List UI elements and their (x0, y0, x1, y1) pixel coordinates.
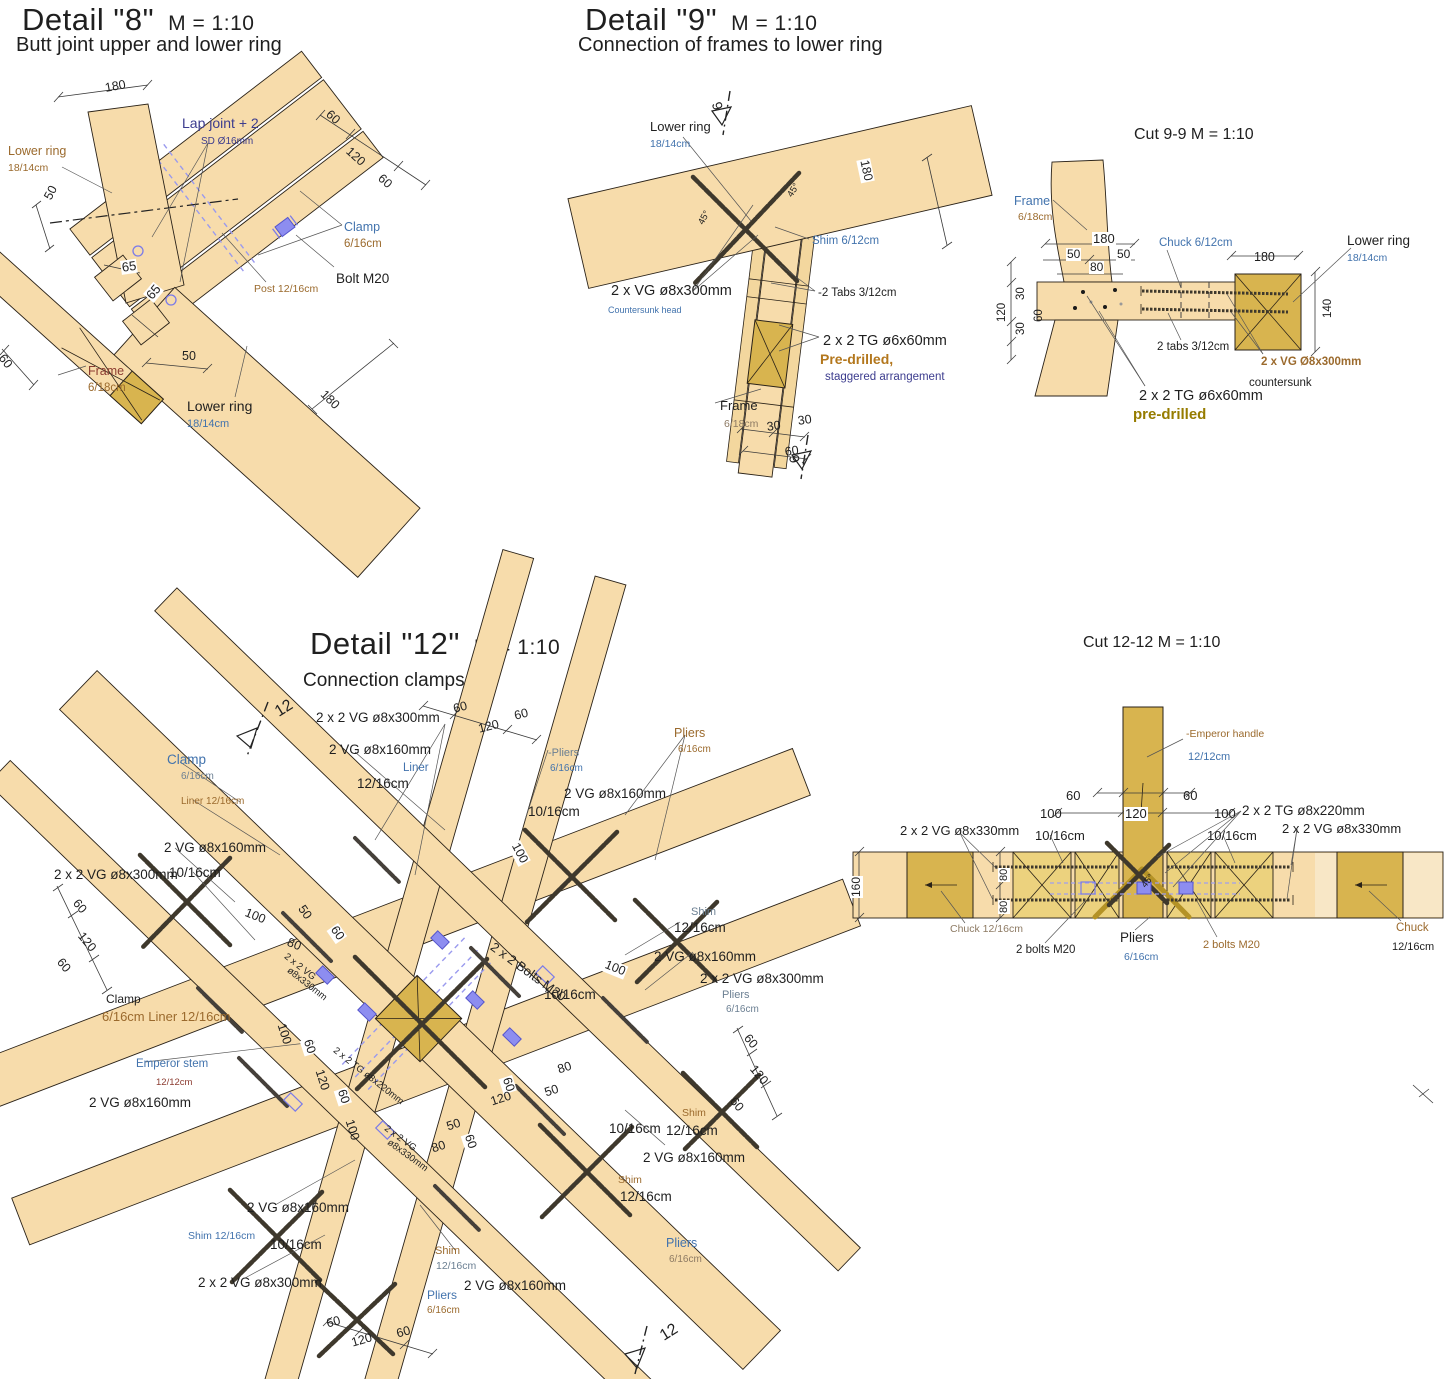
dimension-lines (736, 153, 953, 464)
frame-upper-section (1050, 159, 1113, 283)
single-screws (196, 836, 649, 1232)
hidden-edge-line (49, 198, 239, 224)
screw-cross (1106, 842, 1172, 908)
leader-lines (682, 136, 820, 404)
leader-lines (144, 723, 694, 1279)
screw-crosses (137, 827, 762, 1359)
detail9-scale: M = 1:10 (731, 12, 818, 35)
lower-ring-top-beam (87, 103, 185, 304)
detail12-subtitle: Connection clamps (303, 670, 465, 691)
screw-point (1113, 288, 1117, 292)
joint-tab (121, 298, 171, 346)
cross-screws (690, 170, 802, 286)
cut9-title: Cut 9-9 M = 1:10 (1134, 126, 1254, 143)
dimension-lines (52, 700, 783, 1359)
leader-lines (1052, 199, 1352, 387)
screw-cross (1104, 840, 1170, 906)
detail8-subtitle: Butt joint upper and lower ring (16, 34, 282, 56)
bolt-icons (282, 930, 556, 1141)
leader-lines (57, 142, 343, 398)
detail12-title-text: Detail "12" (310, 626, 460, 661)
screw-point (1073, 306, 1077, 310)
dimension-lines (0, 79, 431, 415)
screws (1140, 286, 1289, 314)
hatched-panels (1012, 851, 1274, 919)
detail12-drawing (0, 549, 862, 1379)
screw-point (1103, 305, 1107, 309)
section-marker-12-bottom (623, 1325, 648, 1375)
dimension-lines (1006, 238, 1321, 365)
detail9-title: Detail "9" M = 1:10 (585, 2, 817, 38)
strut-45 (1139, 866, 1192, 920)
detail8-drawing (0, 50, 431, 578)
frame-lower-section (1034, 319, 1119, 397)
chuck-arrows (925, 882, 1387, 888)
screw-hole-icon (132, 245, 144, 257)
misc-tick (1412, 1084, 1434, 1104)
detail8-title-text: Detail "8" (22, 2, 155, 37)
cut9-drawing (1006, 159, 1352, 397)
lower-ring-beam (567, 105, 993, 289)
bolt-icons (1080, 881, 1194, 895)
frame-beam (0, 237, 165, 425)
detail8-title: Detail "8" M = 1:10 (22, 2, 254, 38)
screw-hole-icon (165, 294, 177, 306)
screw-point (1081, 290, 1085, 294)
detail9-drawing (567, 90, 993, 480)
detail12-title: Detail "12" M = 1:10 (310, 626, 560, 662)
detail9-subtitle: Connection of frames to lower ring (578, 34, 883, 56)
leader-lines (940, 738, 1402, 944)
cut12-title: Cut 12-12 M = 1:10 (1083, 634, 1221, 651)
detail8-scale: M = 1:10 (168, 12, 255, 35)
section-marker-12-top (235, 701, 269, 757)
detail9-title-text: Detail "9" (585, 2, 718, 37)
bolt-icon (272, 215, 298, 239)
section-marker-9-bottom (790, 434, 813, 480)
section-marker-9-top (710, 90, 733, 136)
cut12-drawing (852, 706, 1444, 1104)
screws (992, 862, 1294, 905)
